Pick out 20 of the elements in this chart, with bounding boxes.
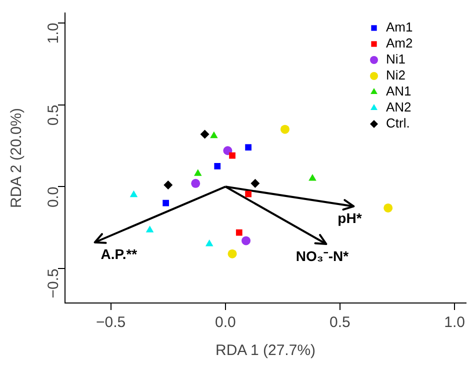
legend-label: AN1 <box>386 84 412 99</box>
x-axis-title: RDA 1 (27.7%) <box>215 342 316 360</box>
y-tick-label: 0.5 <box>45 104 62 126</box>
x-tick-label: 0.5 <box>330 314 350 332</box>
y-tick-label: 1.0 <box>45 22 62 44</box>
x-tick-label: 0.0 <box>214 314 236 332</box>
legend-label: AN2 <box>386 100 412 115</box>
legend-label: Ctrl. <box>386 116 410 131</box>
legend-label: Ni2 <box>386 68 406 83</box>
y-tick-label: 0.0 <box>45 186 62 208</box>
legend-label: Am2 <box>386 36 413 51</box>
legend-label: Am1 <box>386 20 413 35</box>
annotation: pH* <box>338 210 362 226</box>
x-tick-label: −0.5 <box>96 314 126 332</box>
y-tick-label: −0.5 <box>45 268 62 298</box>
annotation: NO₃⁻-N* <box>296 248 350 264</box>
x-tick-label: 1.0 <box>444 314 465 332</box>
annotation: A.P.** <box>100 246 138 262</box>
y-axis-title: RDA 2 (20.0%) <box>8 108 26 208</box>
legend-label: Ni1 <box>386 52 406 67</box>
